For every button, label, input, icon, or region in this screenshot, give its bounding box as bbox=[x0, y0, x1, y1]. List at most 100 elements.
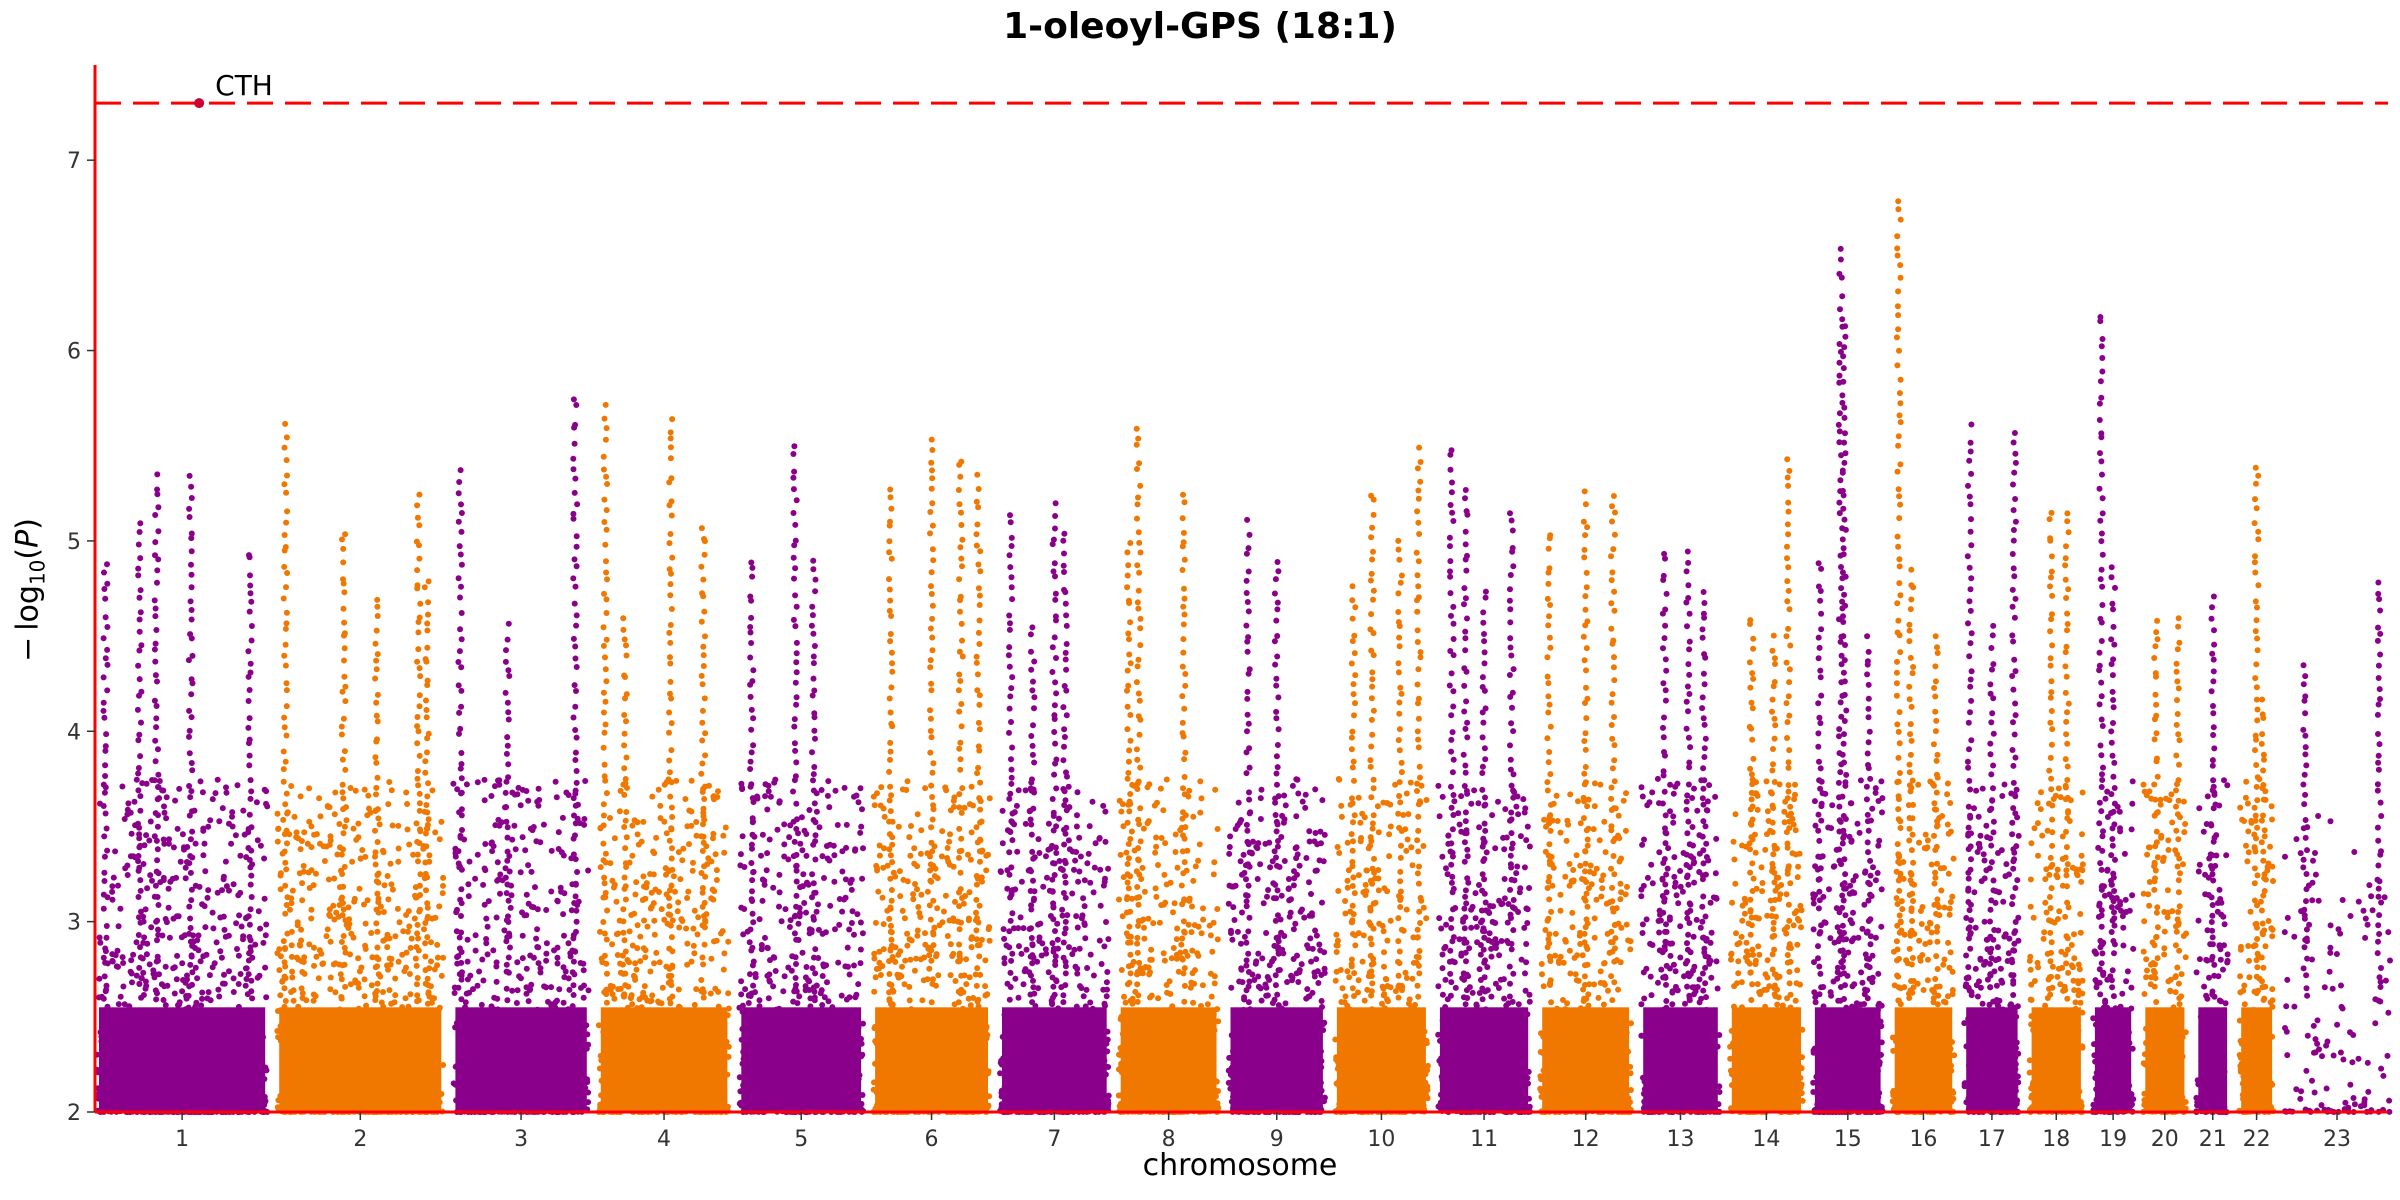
peak-point bbox=[423, 887, 429, 894]
peak-point bbox=[154, 846, 161, 853]
snp-point bbox=[200, 852, 207, 859]
peak-point bbox=[374, 839, 381, 845]
peak-point bbox=[245, 829, 252, 836]
snp-point bbox=[639, 897, 646, 903]
peak-point bbox=[505, 774, 512, 781]
peak-point bbox=[413, 962, 420, 969]
snp-point bbox=[109, 883, 116, 890]
peak-point bbox=[136, 964, 143, 971]
snp-point bbox=[142, 978, 149, 985]
peak-point bbox=[666, 540, 673, 547]
snp-point bbox=[361, 993, 368, 1000]
peak-point bbox=[280, 766, 287, 773]
snp-point bbox=[675, 849, 682, 856]
peak-point bbox=[246, 715, 253, 722]
snp-point bbox=[791, 988, 798, 995]
peak-point bbox=[456, 709, 463, 716]
snp-point bbox=[288, 942, 295, 949]
snp-point bbox=[710, 835, 716, 842]
snp-point bbox=[691, 950, 698, 957]
snp-point bbox=[813, 808, 820, 815]
snp-point bbox=[530, 954, 537, 961]
snp-point bbox=[815, 926, 822, 933]
snp-point bbox=[323, 933, 330, 940]
peak-point bbox=[423, 825, 430, 832]
snp-point bbox=[280, 816, 287, 823]
snp-point bbox=[832, 787, 839, 794]
snp-point bbox=[243, 965, 250, 972]
snp-point bbox=[331, 811, 338, 818]
snp-point bbox=[910, 896, 917, 903]
snp-point bbox=[474, 851, 481, 858]
snp-point bbox=[388, 881, 395, 888]
peak-point bbox=[570, 396, 577, 403]
snp-point bbox=[472, 932, 479, 939]
peak-point bbox=[699, 954, 706, 961]
peak-point bbox=[154, 567, 161, 574]
snp-point bbox=[308, 906, 315, 913]
snp-point bbox=[161, 840, 168, 847]
peak-point bbox=[572, 475, 579, 482]
snp-point bbox=[368, 982, 375, 989]
snp-point bbox=[846, 926, 853, 933]
peak-point bbox=[623, 809, 630, 815]
peak-point bbox=[700, 663, 707, 669]
snp-point bbox=[708, 895, 715, 902]
peak-point bbox=[186, 903, 193, 910]
snp-point bbox=[693, 819, 700, 825]
snp-point bbox=[140, 918, 147, 925]
snp-point bbox=[543, 907, 550, 913]
snp-point bbox=[128, 957, 135, 964]
snp-point bbox=[802, 987, 809, 994]
peak-point bbox=[749, 564, 756, 571]
snp-point bbox=[404, 826, 411, 833]
snp-point bbox=[403, 912, 410, 918]
peak-point bbox=[700, 839, 707, 846]
snp-point bbox=[386, 955, 393, 962]
peak-point bbox=[620, 906, 627, 913]
snp-point bbox=[115, 923, 122, 930]
snp-point bbox=[873, 862, 880, 869]
peak-point bbox=[810, 880, 817, 887]
peak-point bbox=[623, 691, 630, 698]
peak-point bbox=[137, 587, 144, 594]
snp-point bbox=[494, 859, 501, 866]
peak-point bbox=[749, 944, 756, 951]
peak-point bbox=[792, 521, 799, 528]
snp-point bbox=[184, 972, 190, 979]
snp-point bbox=[346, 921, 353, 927]
snp-point bbox=[938, 853, 945, 860]
peak-point bbox=[604, 907, 611, 914]
snp-point bbox=[826, 841, 833, 848]
peak-point bbox=[504, 834, 511, 841]
snp-point bbox=[235, 981, 242, 987]
snp-point bbox=[139, 780, 146, 787]
peak-point bbox=[455, 575, 462, 582]
snp-point bbox=[299, 969, 306, 975]
snp-point bbox=[912, 881, 918, 887]
peak-point bbox=[572, 643, 579, 650]
snp-point bbox=[428, 939, 434, 946]
snp-point bbox=[902, 957, 909, 964]
snp-point bbox=[216, 818, 223, 825]
snp-point bbox=[860, 845, 866, 852]
snp-point bbox=[816, 824, 823, 831]
snp-point bbox=[693, 986, 700, 993]
peak-point bbox=[667, 660, 674, 667]
snp-point bbox=[770, 884, 777, 891]
snp-point bbox=[222, 933, 229, 940]
peak-point bbox=[790, 998, 797, 1005]
snp-point bbox=[380, 909, 387, 915]
peak-point bbox=[456, 863, 463, 870]
peak-point bbox=[417, 871, 424, 878]
peak-point bbox=[281, 652, 288, 659]
peak-point bbox=[154, 796, 161, 803]
snp-point bbox=[512, 846, 519, 853]
snp-point bbox=[357, 855, 364, 862]
peak-point bbox=[188, 561, 194, 568]
peak-point bbox=[372, 827, 378, 834]
snp-point bbox=[308, 867, 315, 874]
peak-point bbox=[282, 625, 289, 632]
chromosome-5-points bbox=[736, 443, 867, 1115]
snp-point bbox=[395, 822, 402, 829]
